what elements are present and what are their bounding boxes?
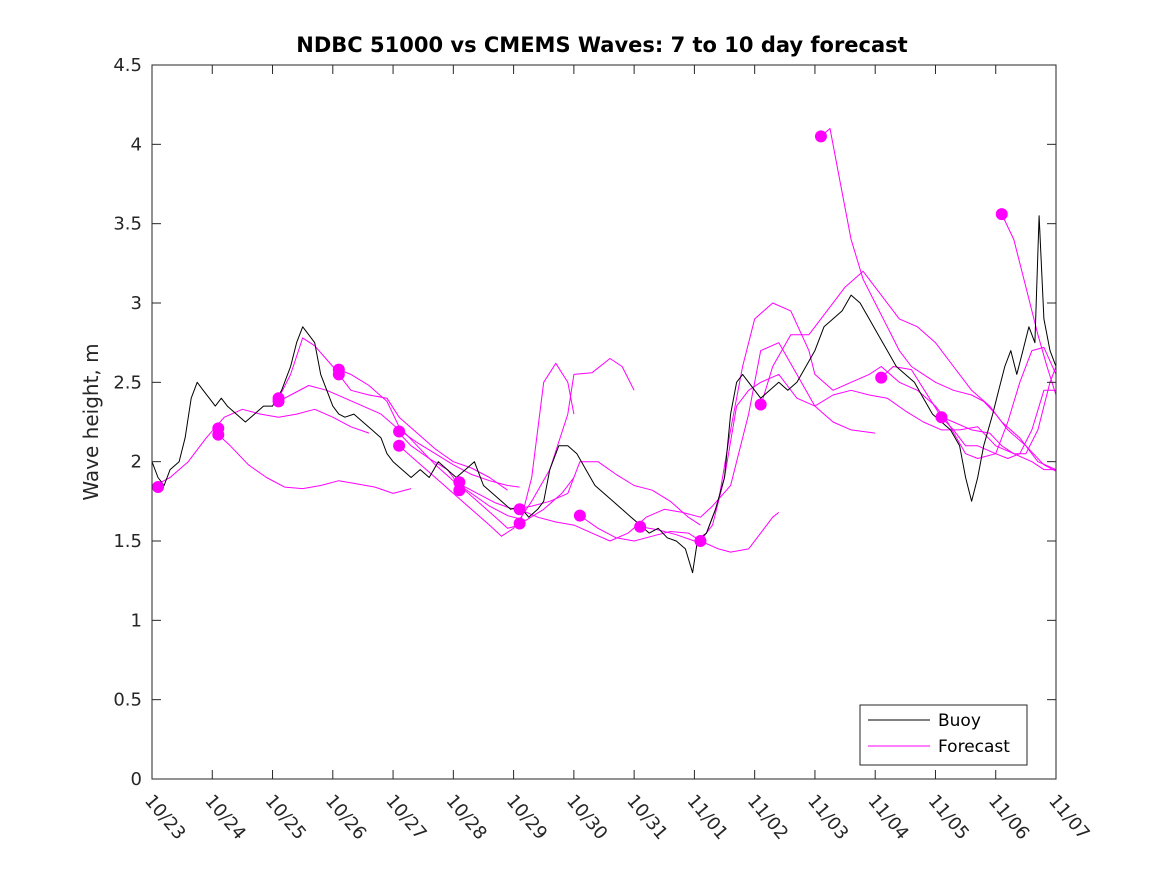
x-tick-label: 11/07: [1044, 791, 1093, 844]
forecast-series-line-8: [459, 461, 701, 526]
y-tick-label: 0: [131, 769, 142, 790]
y-axis: 0 0.5 1 1.5 2 2.5 3 3.5 4 4.5: [113, 55, 1056, 790]
forecast-marker-13: [573, 509, 586, 522]
forecast-series-line-15: [880, 366, 1056, 459]
forecast-marker-20: [995, 208, 1008, 221]
forecast-series-line-9: [519, 342, 876, 542]
y-tick-label: 1.5: [113, 531, 142, 552]
forecast-marker-17: [814, 130, 827, 143]
forecast-series-line-10: [579, 512, 780, 553]
y-tick-label: 4: [131, 134, 142, 155]
forecast-marker-18: [875, 371, 888, 384]
forecast-marker-0: [152, 481, 165, 494]
y-axis-title: Wave height, m: [79, 343, 103, 500]
y-tick-label: 4.5: [113, 55, 142, 76]
forecast-marker-14: [634, 520, 647, 533]
forecast-marker-11: [513, 503, 526, 516]
x-tick-label: 10/26: [321, 791, 370, 844]
y-tick-label: 2.5: [113, 372, 142, 393]
plot-background: [152, 65, 1056, 779]
x-tick-label: 11/04: [863, 791, 912, 844]
x-tick-label: 10/25: [261, 791, 310, 844]
x-tick-label: 11/05: [924, 791, 973, 844]
legend-label-buoy: Buoy: [938, 711, 981, 731]
y-tick-label: 3.5: [113, 214, 142, 235]
series-layer: [151, 128, 1057, 574]
y-tick-label: 3: [131, 293, 142, 314]
forecast-marker-10: [453, 484, 466, 497]
x-tick-label: 10/27: [381, 791, 430, 844]
forecast-marker-7: [393, 425, 406, 438]
y-tick-label: 2: [131, 452, 142, 473]
x-tick-label: 10/30: [562, 791, 611, 844]
x-tick-label: 11/02: [743, 791, 792, 844]
forecast-marker-15: [694, 535, 707, 547]
legend: Buoy Forecast: [859, 704, 1028, 766]
legend-label-forecast: Forecast: [938, 737, 1010, 757]
forecast-series-line-5: [338, 369, 575, 521]
forecast-series-line-2: [217, 434, 412, 494]
forecast-marker-4: [272, 395, 285, 408]
x-tick-label: 10/28: [442, 791, 491, 844]
x-tick-label: 10/23: [140, 791, 189, 844]
plot-frame: [151, 64, 1057, 780]
plot-area: [151, 65, 1057, 779]
forecast-series-line-1: [151, 408, 370, 488]
y-tick-label: 1: [131, 610, 142, 631]
legend-box: [859, 704, 1028, 766]
x-tick-label: 10/31: [622, 791, 671, 844]
chart-title: NDBC 51000 vs CMEMS Waves: 7 to 10 day f…: [296, 33, 907, 57]
forecast-marker-12: [513, 517, 526, 530]
forecast-series-line-16: [941, 366, 1057, 455]
x-tick-label: 11/06: [984, 791, 1033, 844]
forecast-marker-16: [754, 398, 767, 411]
x-tick-label: 11/01: [683, 791, 732, 844]
y-tick-label: 0.5: [113, 690, 142, 711]
forecast-series-line-4: [278, 337, 508, 491]
forecast-marker-2: [212, 428, 225, 441]
x-tick-label: 10/29: [502, 791, 551, 844]
forecast-series-line-17: [1001, 213, 1057, 396]
forecast-marker-19: [935, 411, 948, 424]
forecast-series-line-13: [760, 270, 1057, 471]
x-tick-label: 11/03: [803, 791, 852, 844]
forecast-markers: [152, 130, 1008, 547]
forecast-series-line-6: [398, 362, 575, 529]
buoy-series-line: [151, 215, 1057, 574]
forecast-series-line-14: [820, 128, 1057, 472]
forecast-series-line-12: [700, 373, 1056, 542]
x-tick-label: 10/24: [200, 791, 249, 844]
forecast-marker-6: [332, 368, 345, 381]
forecast-marker-8: [393, 439, 406, 452]
